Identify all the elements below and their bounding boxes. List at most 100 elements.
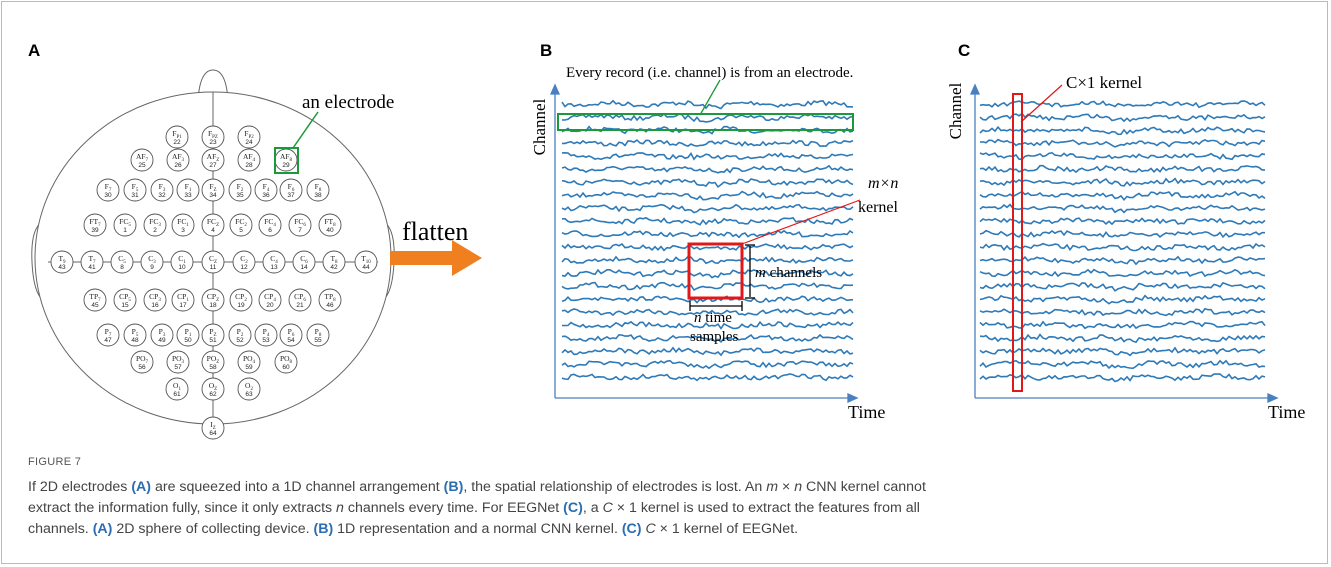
eeg-trace: [561, 281, 854, 292]
electrode-sub: 2: [241, 333, 244, 338]
caption-line: channels. (A) 2D sphere of collecting de…: [28, 519, 926, 540]
electrode: [110, 250, 134, 274]
electrode-name: P2: [237, 327, 244, 338]
electrode-letter: PO: [207, 354, 217, 363]
electrode: [150, 178, 174, 202]
electrode-number: 17: [179, 302, 187, 309]
electrode-name: C3: [148, 254, 156, 265]
electrode-sub: Z: [214, 260, 217, 265]
m-label: m channels: [755, 265, 822, 281]
electrode-sub: Z: [216, 360, 219, 365]
caption-run: × 1 kernel of EEGNet.: [655, 521, 799, 537]
electrode-sub: 6: [305, 260, 308, 265]
electrode-letter: P: [185, 327, 189, 336]
electrode-number: 7: [298, 227, 302, 234]
electrode-sub: 8: [290, 158, 293, 163]
electrode-number: 10: [178, 264, 186, 271]
eeg-trace: [561, 99, 854, 110]
eeg-trace: [979, 125, 1266, 136]
electrode-letter: T: [330, 254, 335, 263]
eeg-trace: [979, 255, 1266, 266]
electrode-sub: 3: [158, 298, 161, 303]
electrode: [50, 250, 74, 274]
electrode-highlight: [274, 147, 299, 174]
caption-run: If 2D electrodes: [28, 479, 132, 495]
eeg-trace: [561, 320, 854, 330]
caption-run: 2D sphere of collecting device.: [112, 521, 314, 537]
electrode-name: FZ: [209, 182, 216, 193]
caption-run: 1D representation and a normal CNN kerne…: [333, 521, 622, 537]
kernel-word: kernel: [858, 199, 899, 216]
x-axis-label: Time: [848, 402, 885, 422]
electrode-name: F5: [132, 182, 139, 193]
electrode-sub: 1: [189, 188, 192, 193]
electrode-name: AF8: [280, 152, 293, 163]
electrode-letter: C: [118, 254, 123, 263]
electrode-letter: AF: [172, 152, 182, 161]
electrode-letter: O: [209, 381, 215, 390]
electrode-number: 25: [138, 162, 146, 169]
electrode-number: 21: [296, 302, 304, 309]
electrode-number: 55: [314, 337, 322, 344]
traces: [979, 100, 1266, 383]
electrode-sub: 1: [186, 223, 189, 228]
electrode-letter: F: [244, 129, 248, 138]
electrode-sub: PZ: [212, 135, 218, 140]
electrode: [176, 323, 200, 347]
electrode-number: 24: [245, 139, 253, 146]
electrode-sub: Z: [214, 188, 217, 193]
electrode-number: 1: [123, 227, 127, 234]
electrode: [288, 288, 312, 312]
electrode-number: 27: [209, 162, 217, 169]
axes: [969, 83, 1279, 404]
electrode-name: PZ: [209, 327, 216, 338]
electrode-number: 6: [268, 227, 272, 234]
electrode-number: 31: [131, 192, 139, 199]
electrode-number: 61: [173, 391, 181, 398]
eeg-trace: [979, 242, 1266, 252]
electrode: [288, 213, 312, 237]
electrode-sub: 4: [253, 360, 256, 365]
electrode-number: 59: [245, 364, 253, 371]
eeg-trace: [561, 125, 854, 135]
electrode-letter: AF: [136, 152, 146, 161]
electrode-number: 23: [209, 139, 217, 146]
electrode-letter: C: [178, 254, 183, 263]
caption-line: If 2D electrodes (A) are squeezed into a…: [28, 477, 926, 498]
caption-run: , the spatial relationship of electrodes…: [463, 479, 767, 495]
m-rest: channels: [766, 265, 822, 281]
electrode: [165, 377, 189, 401]
caption-run: n: [336, 500, 344, 516]
electrode: [201, 178, 225, 202]
electrode: [143, 213, 167, 237]
electrode-letter: F: [105, 182, 109, 191]
electrode-letter: F: [159, 182, 163, 191]
eeg-trace: [561, 268, 854, 279]
electrode-number: 60: [282, 364, 290, 371]
electrode-number: 2: [153, 227, 157, 234]
electrode-number: 51: [209, 337, 217, 344]
electrode-letter: CP: [294, 292, 303, 301]
electrode-name: FC4: [264, 217, 276, 228]
caption-run: (A): [131, 479, 152, 495]
electrode-sub: 4: [275, 260, 278, 265]
electrode: [80, 250, 104, 274]
electrode-number: 52: [236, 337, 244, 344]
electrode-number: 19: [237, 302, 245, 309]
electrode: [176, 178, 200, 202]
caption-run: channels.: [28, 521, 93, 537]
electrode: [96, 323, 120, 347]
n-label: n time: [694, 310, 732, 326]
eeg-trace: [979, 294, 1266, 305]
eeg-trace: [979, 320, 1266, 330]
eeg-trace: [979, 112, 1266, 123]
electrode-number: 18: [209, 302, 217, 309]
electrode-letter: F: [288, 182, 292, 191]
caption-run: are squeezed into a 1D channel arrangeme…: [151, 479, 444, 495]
electrode-letter: F: [132, 182, 136, 191]
electrode-number: 37: [287, 192, 295, 199]
electrode-number: 50: [184, 337, 192, 344]
electrode-name: POZ: [207, 354, 220, 365]
electrode-number: 44: [362, 264, 370, 271]
electrode: [171, 288, 195, 312]
